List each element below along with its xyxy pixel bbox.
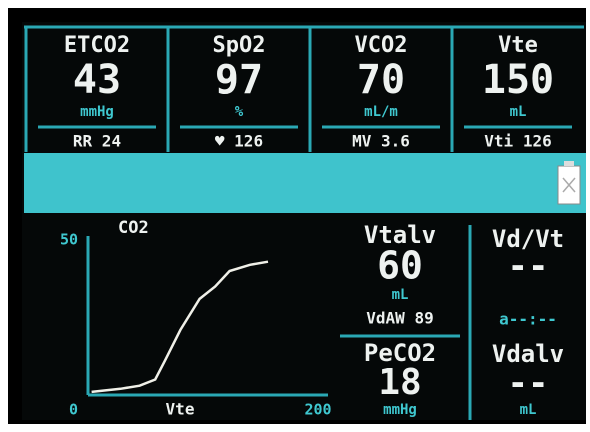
panel-label: ETCO2: [64, 33, 130, 58]
panel-value: 43: [73, 57, 121, 103]
panel-label: VCO2: [355, 33, 408, 58]
y-tick-label: 50: [60, 231, 78, 249]
panel-footer: Vti 126: [484, 132, 551, 151]
message-bar: [24, 153, 586, 213]
panel-value: 60: [377, 244, 423, 288]
panel-unit: mL/m: [364, 104, 398, 120]
panel-footer: RR 24: [73, 132, 121, 151]
panel-footer: MV 3.6: [352, 132, 410, 151]
panel-label: SpO2: [213, 33, 266, 58]
panel-unit: mL: [520, 402, 537, 418]
panel-value: 18: [378, 362, 421, 403]
battery-icon: [558, 161, 580, 204]
panel-value: a--:--: [499, 310, 557, 329]
monitor-screen: CO2Vte050200 ETCO243mmHgRR 24SpO297%♥ 12…: [0, 0, 590, 428]
panel-footer: ♥ 126: [215, 132, 263, 151]
panel-value: --: [508, 247, 549, 287]
chart-title: CO2: [118, 218, 149, 238]
x-tick-label: 200: [304, 401, 331, 419]
panel-footer: VdAW 89: [366, 309, 433, 328]
panel-value: --: [508, 364, 549, 404]
panel-value: 70: [357, 57, 405, 103]
panel-unit: mmHg: [383, 402, 417, 418]
panel-label: Vte: [498, 33, 538, 58]
y-tick-label: 0: [69, 401, 78, 419]
panel-value: 150: [482, 57, 554, 103]
panel-unit: mL: [510, 104, 527, 120]
panel-unit: mmHg: [80, 104, 114, 120]
panel-unit: mL: [392, 287, 409, 303]
panel-value: 97: [215, 57, 263, 103]
x-axis-label: Vte: [166, 400, 195, 419]
panel-unit: %: [235, 104, 244, 120]
